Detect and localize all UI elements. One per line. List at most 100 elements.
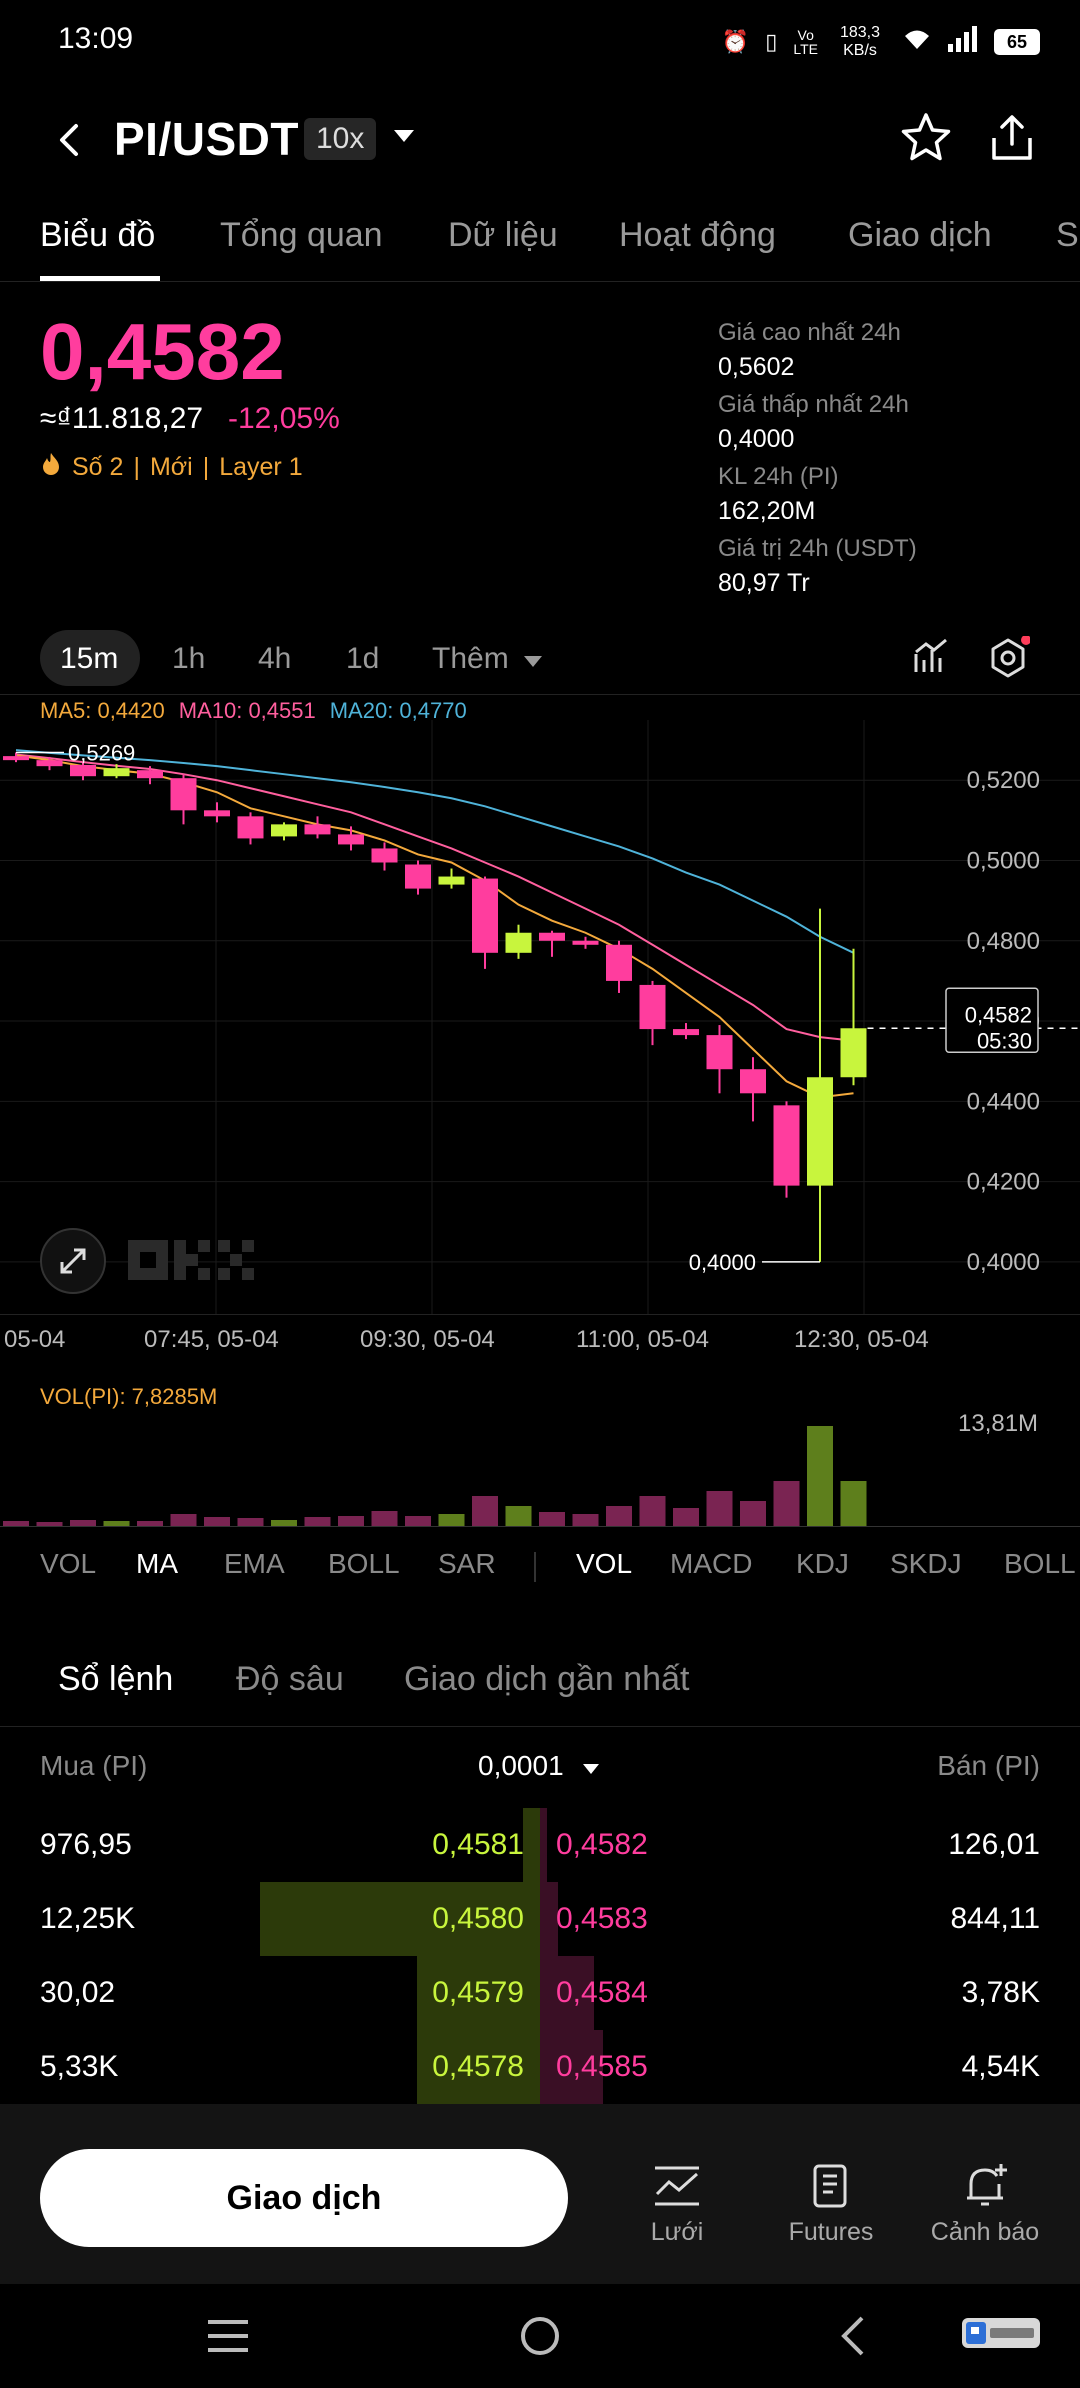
candle-body (70, 764, 96, 777)
candlestick-chart[interactable]: 0,52000,50000,48000,46000,44000,42000,40… (0, 720, 1080, 1314)
timeframe-more[interactable]: Thêm (432, 642, 509, 675)
indicator-kdj[interactable]: KDJ (796, 1548, 849, 1579)
orderbook-row[interactable]: 976,95 0,4581 0,4582 126,01 (0, 1808, 1080, 1882)
indicator-icon[interactable] (912, 636, 952, 681)
tab-activity[interactable]: Hoạt động (619, 216, 776, 254)
current-price-box (945, 987, 1039, 1054)
tab-chart[interactable]: Biểu đồ (40, 216, 156, 254)
bid-price[interactable]: 0,4578 (432, 2050, 524, 2083)
new-tag[interactable]: Mới (149, 453, 193, 481)
orderbook-row[interactable]: 30,02 0,4579 0,4584 3,78K (0, 1956, 1080, 2030)
menu-icon[interactable] (206, 2318, 250, 2359)
y-axis-label: 0,4000 (967, 1249, 1040, 1276)
precision-select[interactable]: 0,0001 (478, 1750, 564, 1781)
timeframe-4h[interactable]: 4h (258, 642, 292, 675)
pair-title[interactable]: PI/USDT (114, 113, 299, 165)
candle-body (840, 1028, 867, 1078)
bid-depth-bar (523, 1808, 540, 1882)
grid-bot-button[interactable]: Lưới (612, 2162, 742, 2247)
indicator-sar[interactable]: SAR (438, 1548, 496, 1579)
orderbook-row[interactable]: 12,25K 0,4580 0,4583 844,11 (0, 1882, 1080, 1956)
indicator-macd[interactable]: MACD (670, 1548, 753, 1579)
alerts-button[interactable]: Cảnh báo (920, 2162, 1050, 2247)
status-time: 13:09 (58, 22, 134, 55)
tab-orderbook[interactable]: Sổ lệnh (58, 1660, 174, 1698)
candle-body (572, 940, 599, 945)
volume-bar (170, 1514, 197, 1526)
bid-price[interactable]: 0,4580 (432, 1902, 524, 1935)
price-change: -12,05% (228, 402, 340, 435)
tab-data[interactable]: Dữ liệu (448, 216, 558, 254)
ma20-line (15, 749, 854, 954)
rank-tag[interactable]: Số 2 (72, 453, 124, 481)
ask-price[interactable]: 0,4585 (556, 2050, 648, 2083)
trade-button[interactable]: Giao dịch (40, 2149, 568, 2247)
tab-trades[interactable]: Giao dịch (848, 216, 992, 254)
indicator-selector: VOL MA EMA BOLL SAR VOL MACD KDJ SKDJ BO… (0, 1548, 1080, 1588)
indicator-boll[interactable]: BOLL (328, 1548, 400, 1579)
volume-baseline (0, 1526, 1080, 1527)
indicator-sub-boll[interactable]: BOLL (1004, 1548, 1076, 1579)
timeframe-1h[interactable]: 1h (172, 642, 206, 675)
leverage-badge[interactable]: 10x (304, 118, 377, 160)
ask-price[interactable]: 0,4582 (556, 1828, 648, 1861)
x-axis-label: 05-04 (4, 1326, 66, 1353)
ask-depth-bar (540, 2030, 603, 2104)
volume-bar (3, 1521, 29, 1526)
volume-bar (572, 1514, 599, 1526)
sell-header: Bán (PI) (937, 1750, 1040, 1781)
candle-body (338, 834, 364, 845)
x-axis-label: 11:00, 05-04 (576, 1326, 709, 1353)
candle-body (304, 824, 331, 835)
bid-price[interactable]: 0,4579 (432, 1976, 524, 2009)
ma5-label: MA5: 0,4420 (40, 698, 165, 723)
orderbook-tabs: Sổ lệnh Độ sâu Giao dịch gần nhất (0, 1660, 1080, 1710)
back-nav-icon[interactable] (836, 2314, 868, 2363)
status-icons: ⏰ ▯ Vo LTE 183,3 KB/s 65 (722, 22, 1040, 62)
indicator-ema[interactable]: EMA (224, 1548, 285, 1579)
candle-body (103, 768, 130, 777)
tab-recent-trades[interactable]: Giao dịch gần nhất (404, 1660, 690, 1698)
home-icon[interactable] (518, 2314, 562, 2363)
tab-depth[interactable]: Độ sâu (236, 1660, 344, 1698)
timeframe-1d[interactable]: 1d (346, 642, 380, 675)
ask-price[interactable]: 0,4584 (556, 1976, 648, 2009)
candle-body (606, 944, 632, 981)
low-price-label: 0,4000 (689, 1250, 756, 1275)
y-axis-label: 0,5200 (967, 767, 1040, 794)
okx-watermark (128, 1240, 260, 1285)
orderbook-row[interactable]: 5,33K 0,4578 0,4585 4,54K (0, 2030, 1080, 2104)
alarm-icon: ⏰ (721, 29, 750, 54)
category-tag[interactable]: Layer 1 (219, 453, 303, 481)
volume-bar (304, 1517, 331, 1526)
candle-body (472, 878, 498, 953)
indicator-skdj[interactable]: SKDJ (890, 1548, 962, 1579)
stat-label: KL 24h (PI) (718, 463, 839, 490)
network-speed: 183,3 KB/s (839, 24, 881, 59)
indicator-vol[interactable]: VOL (40, 1548, 97, 1579)
timeframe-15m[interactable]: 15m (60, 642, 119, 675)
indicator-ma[interactable]: MA (136, 1548, 178, 1579)
ask-quantity: 844,11 (950, 1902, 1040, 1935)
timeframe-bar: 15m 1h 4h 1d Thêm (0, 630, 1080, 690)
indicator-divider (534, 1552, 536, 1582)
tab-overview[interactable]: Tổng quan (220, 216, 383, 254)
chevron-down-icon[interactable] (583, 1764, 599, 1774)
futures-button[interactable]: Futures (766, 2162, 896, 2247)
bid-price[interactable]: 0,4581 (432, 1828, 524, 1861)
indicator-sub-vol[interactable]: VOL (576, 1548, 633, 1579)
ask-price[interactable]: 0,4583 (556, 1902, 648, 1935)
expand-chart-button[interactable] (40, 1228, 106, 1294)
chevron-down-icon[interactable] (524, 656, 542, 667)
ask-quantity: 3,78K (961, 1976, 1040, 2009)
share-icon[interactable] (984, 110, 1040, 166)
tag-row: Số 2 | Mới | Layer 1 (40, 452, 303, 483)
back-icon[interactable] (52, 120, 88, 160)
pair-dropdown-icon[interactable] (394, 130, 414, 142)
wifi-icon (902, 27, 932, 57)
volume-bar (539, 1512, 565, 1526)
candle-body (237, 816, 264, 839)
tab-more[interactable]: S (1056, 216, 1079, 254)
chart-settings-icon[interactable] (986, 635, 1031, 685)
star-icon[interactable] (898, 110, 954, 166)
